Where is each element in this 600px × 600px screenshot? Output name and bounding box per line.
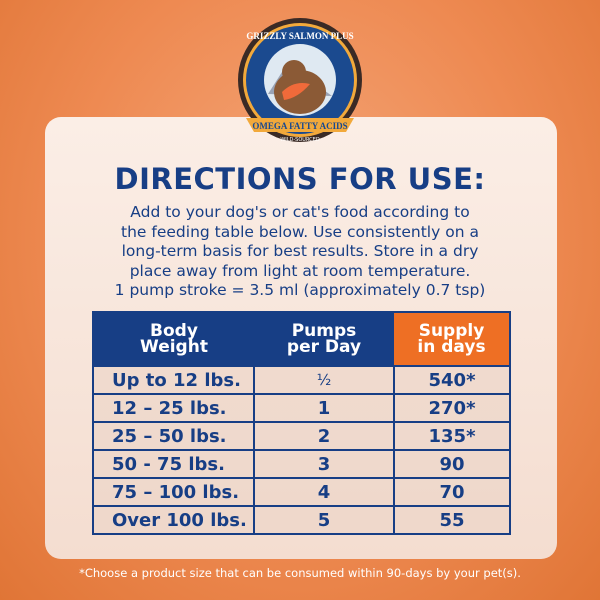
cell-supply: 90: [393, 449, 511, 479]
directions-line: 1 pump stroke = 3.5 ml (approximately 0.…: [114, 281, 486, 299]
table-header-row: Body Weight Pumps per Day Supply in days: [93, 312, 510, 366]
cell-body-weight: 50 - 75 lbs.: [92, 449, 255, 479]
grizzly-salmon-plus-logo: OMEGA FATTY ACIDS GRIZZLY SALMON PLUS WI…: [238, 18, 362, 143]
table-row: Over 100 lbs. 5 55: [92, 505, 511, 535]
logo-brand-text: GRIZZLY SALMON PLUS: [246, 31, 353, 41]
logo-banner-text: OMEGA FATTY ACIDS: [252, 121, 347, 131]
cell-body-weight: 12 – 25 lbs.: [92, 393, 255, 423]
logo-sub-text: WILD-SOURCED: [280, 137, 320, 143]
footnote: *Choose a product size that can be consu…: [79, 566, 521, 580]
feeding-table: Body Weight Pumps per Day Supply in days Up…: [92, 311, 511, 535]
cell-supply: 55: [393, 505, 511, 535]
cell-body-weight: 75 – 100 lbs.: [92, 477, 255, 507]
directions-line: Add to your dog's or cat's food accordin…: [130, 203, 470, 221]
table-row: 75 – 100 lbs. 4 70: [92, 477, 511, 507]
table-row: 12 – 25 lbs. 1 270*: [92, 393, 511, 423]
cell-supply: 135*: [393, 421, 511, 451]
directions-line: the feeding table below. Use consistentl…: [121, 222, 479, 241]
page-title: DIRECTIONS FOR USE:: [114, 162, 486, 196]
cell-body-weight: 25 – 50 lbs.: [92, 421, 255, 451]
cell-pumps: 1: [253, 393, 395, 423]
cell-body-weight: Over 100 lbs.: [92, 505, 255, 535]
directions-line: long-term basis for best results. Store …: [121, 242, 479, 260]
table-row: 25 – 50 lbs. 2 135*: [92, 421, 511, 451]
cell-supply: 70: [393, 477, 511, 507]
header-supply-days: Supply in days: [394, 312, 510, 366]
cell-pumps: 3: [253, 449, 395, 479]
cell-pumps: 2: [253, 421, 395, 451]
table-row: Up to 12 lbs. ½ 540*: [92, 365, 511, 395]
directions-text: Add to your dog's or cat's food accordin…: [60, 203, 540, 301]
cell-pumps: 5: [253, 505, 395, 535]
cell-supply: 540*: [393, 365, 511, 395]
directions-line: place away from light at room temperatur…: [129, 261, 471, 280]
cell-pumps: ½: [253, 365, 395, 395]
header-pumps-per-day: Pumps per Day: [254, 312, 394, 366]
cell-body-weight: Up to 12 lbs.: [92, 365, 255, 395]
cell-supply: 270*: [393, 393, 511, 423]
table-row: 50 - 75 lbs. 3 90: [92, 449, 511, 479]
cell-pumps: 4: [253, 477, 395, 507]
header-body-weight: Body Weight: [93, 312, 254, 366]
